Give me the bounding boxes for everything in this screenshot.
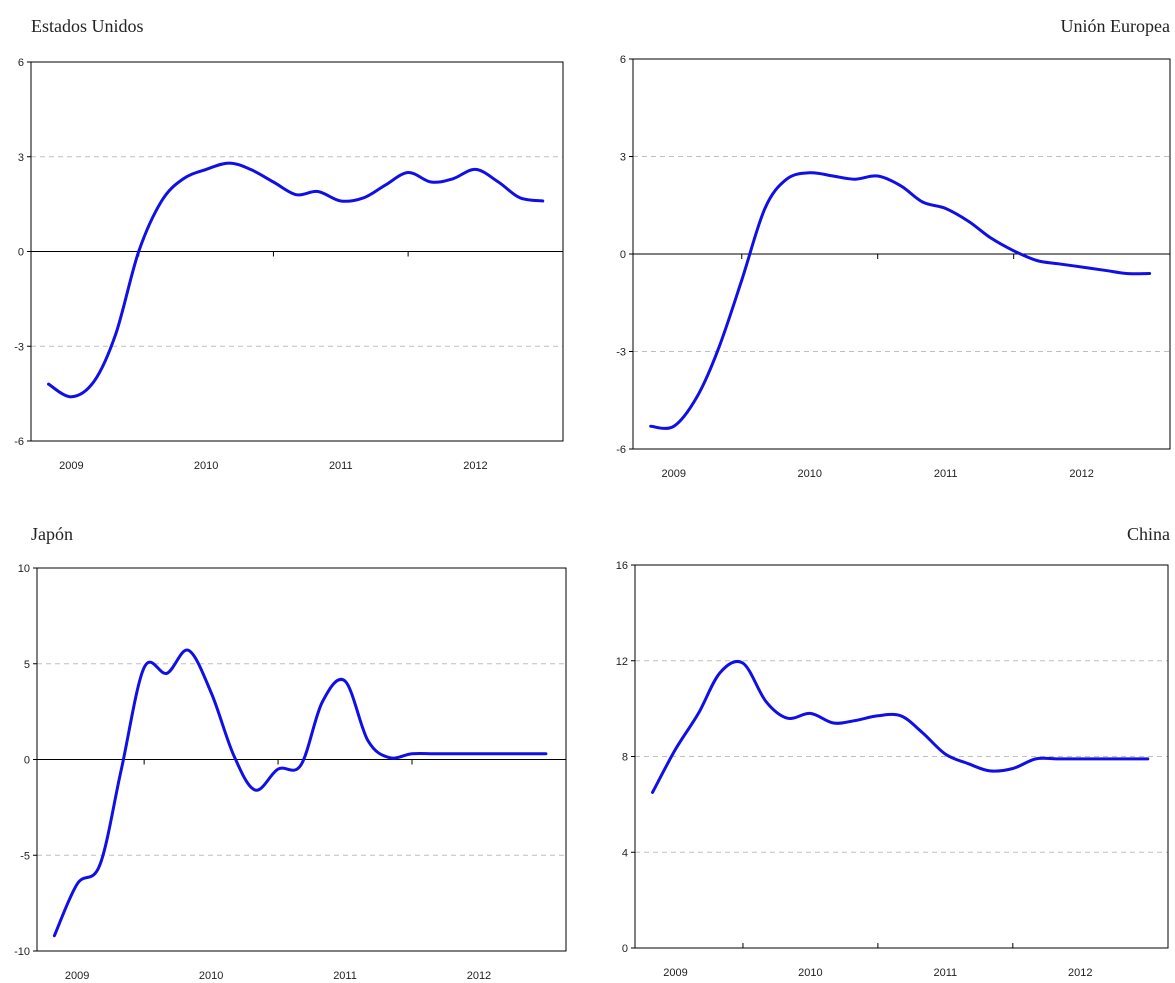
x-tick-label: 2009 [59, 460, 83, 472]
x-tick-label: 2010 [194, 460, 218, 472]
x-tick-label: 2009 [663, 967, 687, 979]
x-tick-label: 2012 [463, 460, 487, 472]
y-tick-label: 6 [620, 54, 626, 66]
y-tick-label: 16 [616, 560, 628, 572]
chart-panel-1: Unión Europea 6 3 0 -3 -6 2009 2010 2011 2012 [616, 16, 1171, 480]
x-tick-label: 2012 [1069, 468, 1093, 480]
series-line-0 [649, 171, 1152, 430]
series-line-0 [47, 161, 545, 399]
x-tick-label: 2010 [798, 967, 822, 979]
y-tick-label: -10 [14, 946, 30, 958]
y-tick-label: 0 [24, 755, 30, 767]
y-tick-label: 12 [616, 656, 628, 668]
y-tick-label: -6 [616, 444, 626, 456]
x-tick-label: 2011 [333, 970, 357, 982]
chart-title: Unión Europea [1061, 16, 1170, 36]
x-tick-label: 2011 [329, 460, 353, 472]
y-tick-label: 5 [24, 659, 30, 671]
y-tick-label: 8 [622, 752, 628, 764]
y-tick-label: -3 [616, 347, 626, 359]
plot-frame [634, 564, 1169, 949]
chart-title: Japón [31, 524, 73, 544]
x-tick-label: 2009 [65, 970, 89, 982]
series-line-0 [52, 648, 548, 938]
x-tick-label: 2012 [1068, 967, 1092, 979]
chart-title: Estados Unidos [31, 16, 144, 36]
series-line-0 [651, 659, 1150, 794]
x-tick-label: 2010 [797, 468, 821, 480]
y-tick-label: 3 [18, 152, 24, 164]
chart-panel-0: Estados Unidos 6 3 0 -3 -6 2009 2010 2011 2012 [14, 16, 564, 472]
y-tick-label: 0 [18, 247, 24, 259]
chart-panel-2: Japón 10 5 0 -5 -10 2009 2010 2011 2012 [14, 524, 567, 982]
y-tick-label: 10 [18, 563, 30, 575]
y-tick-label: 0 [622, 943, 628, 955]
x-tick-label: 2012 [467, 970, 491, 982]
chart-title: China [1127, 524, 1170, 544]
y-tick-label: 4 [622, 847, 628, 859]
chart-panel-3: China 16 12 8 4 0 2009 2010 2011 2012 [616, 524, 1170, 979]
y-tick-label: 0 [620, 249, 626, 261]
y-tick-label: 6 [18, 57, 24, 69]
x-tick-label: 2009 [662, 468, 686, 480]
y-tick-label: 3 [620, 152, 626, 164]
y-tick-label: -3 [14, 341, 24, 353]
x-tick-label: 2011 [934, 468, 958, 480]
x-tick-label: 2010 [199, 970, 223, 982]
y-tick-label: -5 [20, 850, 30, 862]
x-tick-label: 2011 [934, 967, 958, 979]
y-tick-label: -6 [14, 436, 24, 448]
